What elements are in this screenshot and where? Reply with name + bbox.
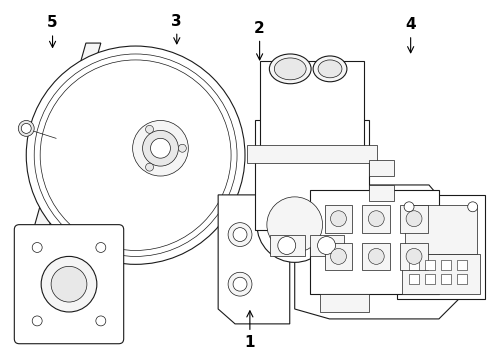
Bar [324,205,352,233]
Bar [405,205,477,255]
Circle shape [150,138,171,158]
FancyBboxPatch shape [14,225,123,344]
Circle shape [96,243,106,252]
Circle shape [331,211,346,227]
Ellipse shape [274,58,306,80]
Circle shape [331,248,346,264]
Text: 4: 4 [405,17,416,53]
Bar [409,260,419,270]
Bar [441,274,451,284]
Bar [319,294,369,312]
Text: 2: 2 [254,21,265,60]
Circle shape [228,272,252,296]
Circle shape [96,316,106,326]
Circle shape [368,248,384,264]
Bar [441,260,451,270]
Bar [409,274,419,284]
Bar [260,61,365,160]
Circle shape [26,46,245,264]
Bar [310,235,344,256]
Circle shape [133,121,188,176]
Circle shape [368,211,384,227]
Text: 5: 5 [47,15,58,48]
Bar [457,260,467,270]
Polygon shape [218,195,290,324]
Circle shape [41,256,97,312]
Bar [425,274,435,284]
Ellipse shape [270,54,311,84]
Circle shape [404,202,414,212]
Bar [425,260,435,270]
Circle shape [228,223,252,247]
Bar [400,243,428,270]
Bar [270,235,305,256]
Bar [310,190,439,294]
Polygon shape [294,185,459,319]
Bar [324,243,352,270]
Bar [362,205,390,233]
Circle shape [257,187,333,262]
Text: 1: 1 [245,311,255,350]
Circle shape [406,248,422,264]
Bar [397,195,485,299]
Circle shape [278,237,295,255]
Text: 3: 3 [172,14,182,44]
Circle shape [32,243,42,252]
Bar [400,205,428,233]
Circle shape [51,266,87,302]
Circle shape [468,202,478,212]
Bar [369,185,394,201]
Circle shape [318,237,336,255]
Bar [255,121,369,230]
Circle shape [21,123,31,133]
Circle shape [267,197,322,252]
Circle shape [146,125,153,133]
Circle shape [32,316,42,326]
Bar [402,255,480,294]
Circle shape [178,144,186,152]
Circle shape [233,228,247,242]
Ellipse shape [313,56,347,82]
Circle shape [146,163,153,171]
Circle shape [233,277,247,291]
Bar [457,274,467,284]
Polygon shape [29,43,101,244]
Circle shape [18,121,34,136]
Ellipse shape [318,60,342,78]
Circle shape [143,130,178,166]
Circle shape [406,211,422,227]
Bar [369,160,394,176]
Bar [247,145,377,163]
Bar [362,243,390,270]
